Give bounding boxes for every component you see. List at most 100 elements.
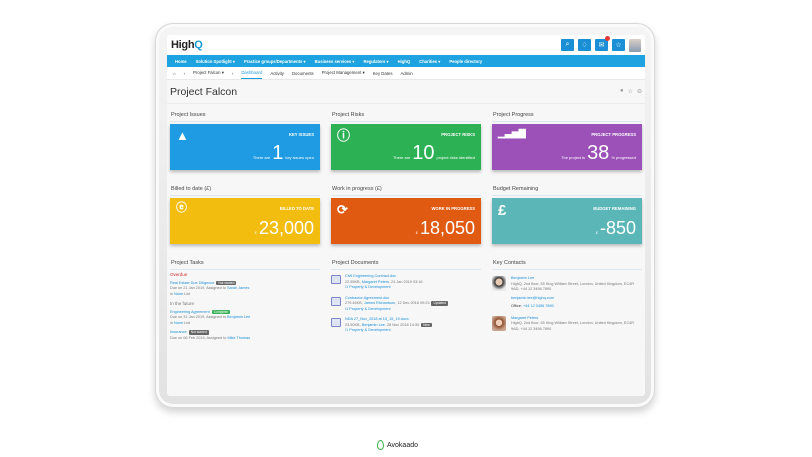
tab-key-dates[interactable]: Key Dates (372, 70, 393, 76)
wip-panel: Work in progress (£) ⟳ WORK IN PROGRESS … (331, 178, 481, 252)
document-item: NDA 27_Nov_2018 at 15_15_19.docx 23.50KB… (331, 317, 481, 334)
task-link[interactable]: Engineering Agreement (170, 309, 210, 314)
nav-business-services[interactable]: Business services ▾ (314, 58, 355, 64)
settings-icon[interactable]: ● (619, 88, 624, 94)
project-progress-panel: Project Progress ▁▃▅▇ PROJECT PROGRESS T… (492, 104, 642, 178)
tab-admin[interactable]: Admin (400, 70, 413, 76)
section-title: Project Progress (492, 104, 642, 122)
project-selector[interactable]: Project Falcon ▾ (193, 70, 224, 75)
budget-remaining-tile[interactable]: £ BUDGET REMAINING £ -850 (492, 198, 642, 244)
avocado-icon (377, 440, 384, 450)
key-issues-tile[interactable]: ▲ KEY ISSUES There are 1 key issues open (170, 124, 320, 170)
contact-item: Benjamin Lee HighQ, 2nd floor, 55 King W… (492, 276, 642, 310)
breadcrumb-separator: › (231, 70, 234, 76)
project-risks-panel: Project Risks ⓘ PROJECT RISKS There are 1… (331, 104, 481, 178)
tab-activity[interactable]: Activity (270, 70, 284, 76)
nav-regulators[interactable]: Regulators ▾ (363, 58, 389, 64)
contact-name-link[interactable]: Margaret Peters (511, 315, 539, 320)
progress-percent: 38 (587, 142, 610, 164)
folder-link[interactable]: /1 Property & Development (345, 328, 391, 332)
folder-link[interactable]: /1 Property & Development (345, 285, 391, 289)
task-item: Insurance Not started Due on 06 Feb 2019,… (170, 330, 251, 340)
tab-dashboard[interactable]: Dashboard (241, 67, 263, 79)
contact-avatar (492, 276, 506, 291)
favourite-icon[interactable]: ☆ (627, 89, 633, 95)
exclamation-circle-icon: ⓘ (337, 128, 351, 143)
author-link[interactable]: James Richardson (363, 301, 396, 305)
collapse-icon[interactable]: ⊖ (636, 89, 642, 95)
sub-nav: ⌂ › Project Falcon ▾ › Dashboard Activit… (167, 67, 645, 80)
contact-item: Margaret Peters HighQ, 2nd floor, 55 Kin… (492, 315, 642, 333)
project-tasks-panel: Project Tasks Overdue Real Estate Due Di… (170, 252, 320, 345)
bell-icon[interactable]: ♢ (578, 39, 591, 51)
updated-badge: Updated (431, 301, 448, 306)
page-title: Project Falcon (170, 85, 238, 98)
highq-logo[interactable]: HighQ (171, 39, 203, 51)
project-issues-panel: Project Issues ▲ KEY ISSUES There are 1 ke… (170, 104, 320, 178)
document-link[interactable]: Civil Engineering Contract.doc (345, 274, 397, 278)
document-item: Civil Engineering Contract.doc 22.55KB, … (331, 274, 481, 291)
project-progress-tile[interactable]: ▁▃▅▇ PROJECT PROGRESS The project is 38% … (492, 124, 642, 170)
section-title: Project Issues (170, 104, 320, 122)
pound-icon: £ (498, 202, 507, 219)
document-link[interactable]: NDA 27_Nov_2018 at 15_15_19.docx (345, 317, 409, 321)
billed-to-date-tile[interactable]: ⓔ BILLED TO DATE £23,000 (170, 198, 320, 244)
contact-name-link[interactable]: Benjamin Lee (511, 276, 535, 280)
section-title: Work in progress (£) (331, 178, 481, 196)
nav-highq[interactable]: HighQ (397, 58, 411, 64)
notification-badge (605, 36, 610, 41)
star-icon[interactable]: ☆ (612, 39, 625, 51)
pound-coin-icon: ⓔ (176, 202, 187, 214)
assignee-link[interactable]: Mike Thomas (227, 335, 251, 340)
nav-home[interactable]: Home (175, 58, 187, 64)
risks-count: 10 (412, 142, 435, 164)
task-link[interactable]: Real Estate Due Diligence (170, 280, 215, 285)
work-in-progress-tile[interactable]: ⟳ WORK IN PROGRESS £18,050 (331, 198, 481, 244)
folder-link[interactable]: /1 Property & Development (345, 306, 391, 311)
project-risks-tile[interactable]: ⓘ PROJECT RISKS There are 10 project risks… (331, 124, 481, 170)
mail-icon[interactable]: ✉ (595, 36, 610, 51)
status-badge: Not started (216, 280, 237, 286)
task-link[interactable]: Insurance (170, 330, 187, 335)
list-link[interactable]: None (174, 320, 184, 325)
status-badge: Complete (211, 309, 230, 315)
tab-project-management[interactable]: Project Management ▾ (321, 70, 365, 75)
signal-chart-icon: ▁▃▅▇ (498, 128, 526, 138)
section-title: Key Contacts (492, 252, 642, 270)
task-item: Engineering Agreement Complete Due on 31 … (170, 309, 251, 325)
author-link[interactable]: Benjamin Lee (361, 322, 385, 327)
dashboard-grid: Project Issues ▲ KEY ISSUES There are 1 ke… (167, 104, 645, 345)
task-item: Real Estate Due Diligence Not started Due… (170, 280, 250, 296)
assignee-link[interactable]: Benjamin Lee (227, 315, 251, 320)
nav-solution-spotlight[interactable]: Solution Spotlight ▾ (195, 58, 235, 64)
future-heading: In the future (170, 301, 195, 307)
section-title: Budget Remaining (492, 178, 642, 196)
new-badge: New (421, 322, 432, 328)
user-avatar[interactable] (629, 38, 641, 52)
nav-people-directory[interactable]: People directory (449, 58, 483, 64)
billed-amount: 23,000 (258, 218, 314, 238)
list-link[interactable]: None (174, 291, 184, 296)
assignee-link[interactable]: Sarah James (227, 286, 250, 291)
phone-link[interactable]: +44 12 3456 7890 (522, 304, 554, 308)
budget-amount: -850 (599, 218, 636, 238)
nav-charities[interactable]: Charities ▾ (419, 58, 441, 64)
warning-icon: ▲ (176, 128, 189, 143)
search-icon[interactable]: ⌕ (561, 39, 574, 51)
home-icon[interactable]: ⌂ (173, 70, 176, 76)
section-title: Project Documents (331, 252, 481, 270)
author-link[interactable]: Margaret Peters (361, 279, 389, 284)
issues-count: 1 (272, 142, 284, 164)
refresh-icon: ⟳ (337, 202, 348, 217)
avokaado-logo: Avokaado (377, 440, 418, 450)
tab-documents[interactable]: Documents (291, 70, 314, 76)
key-contacts-panel: Key Contacts Benjamin Lee HighQ, 2nd flo… (492, 252, 642, 345)
section-title: Project Tasks (170, 252, 320, 270)
document-icon (331, 275, 341, 284)
nav-practice-groups[interactable]: Practice groups/Departments ▾ (243, 58, 306, 64)
contact-avatar (492, 315, 506, 331)
document-link[interactable]: Contractor Agreement.doc (345, 295, 390, 300)
email-link[interactable]: benjamin.lee@highq.com (511, 295, 554, 300)
top-bar: HighQ ⌕ ♢ ✉ ☆ (167, 35, 645, 55)
breadcrumb-separator: › (183, 70, 186, 76)
